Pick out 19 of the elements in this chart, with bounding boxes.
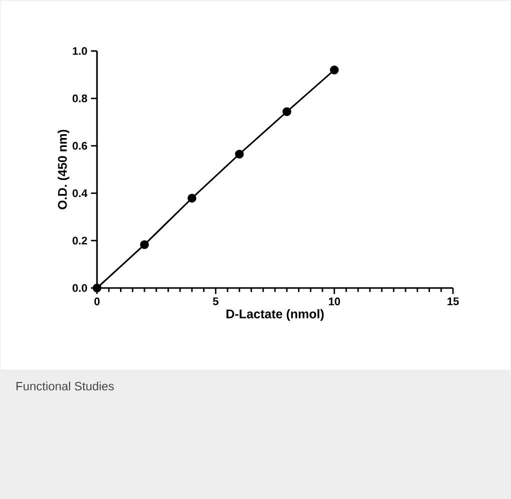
text: Functional Studies <box>16 382 114 390</box>
point <box>140 240 149 250</box>
x-tick-label: 0 <box>94 298 100 306</box>
point <box>330 66 339 74</box>
y-tick-label: 0.2 <box>72 236 88 244</box>
y-tick-label: 1.0 <box>72 47 88 55</box>
y-tick-label: 0.6 <box>72 142 88 150</box>
point <box>235 150 244 158</box>
point <box>188 194 196 203</box>
x-tick-label: 5 <box>212 298 218 306</box>
y-axis-title: O.D. (450 nm) <box>58 130 70 210</box>
y-tick-label: 0.4 <box>72 189 88 198</box>
y-tick-label: 0.0 <box>72 284 88 292</box>
x-axis-title: D-Lactate (nmol) <box>226 309 324 321</box>
x-tick-label: 10 <box>328 298 340 306</box>
point <box>282 107 292 116</box>
x-tick-label: 15 <box>448 298 459 306</box>
point <box>92 284 102 292</box>
y-tick-label: 0.8 <box>72 94 88 102</box>
